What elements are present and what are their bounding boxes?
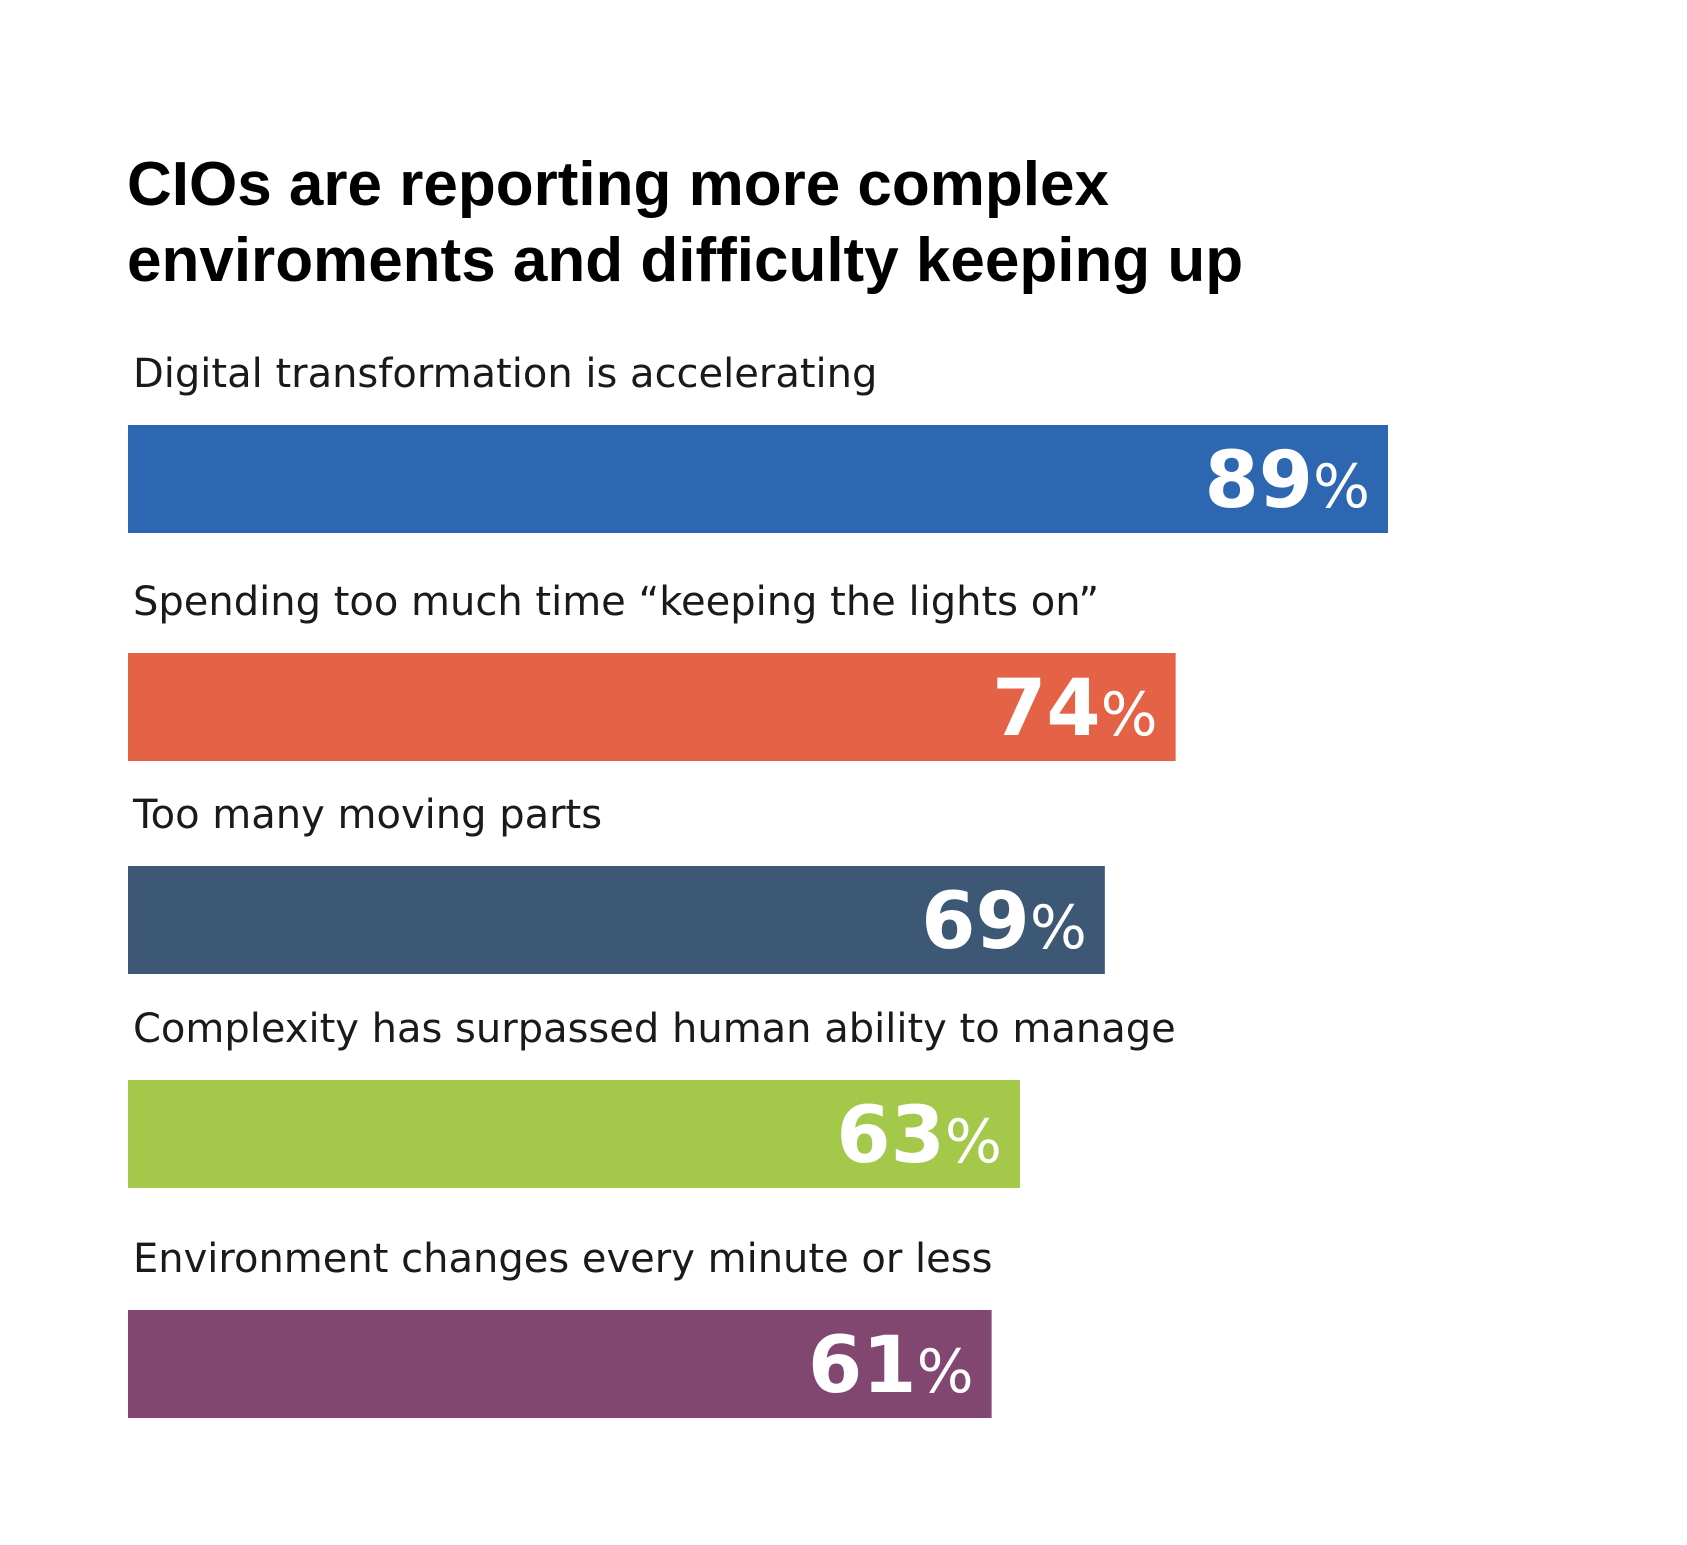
category-label: Too many moving parts <box>132 792 602 838</box>
bars-group: Digital transformation is accelerating 89… <box>128 351 1388 1418</box>
chart-title: CIOs are reporting more complex envirome… <box>127 150 1243 295</box>
bar <box>128 1310 992 1418</box>
bar <box>128 653 1176 761</box>
bar-value-number: 89 <box>1204 436 1313 526</box>
bar <box>128 1080 1020 1188</box>
bar-value-percent-sign: % <box>1313 452 1370 522</box>
bar <box>128 425 1388 533</box>
bar-value-number: 74 <box>992 664 1101 754</box>
chart-title-line-1: CIOs are reporting more complex <box>127 150 1109 219</box>
category-label: Environment changes every minute or less <box>133 1236 992 1282</box>
bar-value-label: 61% <box>808 1321 974 1411</box>
bar-value-number: 61 <box>808 1321 917 1411</box>
bar-value-label: 63% <box>836 1091 1002 1181</box>
bar-value-label: 89% <box>1204 436 1370 526</box>
bar-value-number: 63 <box>836 1091 945 1181</box>
bar-value-label: 74% <box>992 664 1158 754</box>
category-label: Spending too much time “keeping the ligh… <box>133 579 1099 625</box>
bar-value-number: 69 <box>921 877 1030 967</box>
bar-value-percent-sign: % <box>1030 893 1087 963</box>
category-label: Digital transformation is accelerating <box>133 351 877 397</box>
chart-title-line-2: enviroments and difficulty keeping up <box>127 226 1243 295</box>
bar-value-percent-sign: % <box>1101 680 1158 750</box>
bar-value-percent-sign: % <box>945 1107 1002 1177</box>
bar-value-label: 69% <box>921 877 1087 967</box>
category-label: Complexity has surpassed human ability t… <box>133 1006 1176 1052</box>
bar-value-percent-sign: % <box>917 1337 974 1407</box>
bar <box>128 866 1105 974</box>
